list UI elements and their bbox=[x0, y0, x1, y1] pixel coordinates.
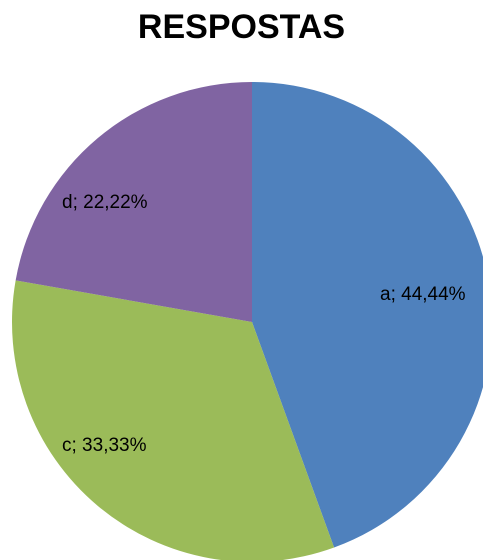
pie-slices bbox=[12, 82, 483, 560]
chart-title: RESPOSTAS bbox=[137, 8, 346, 46]
data-label-a: a; 44,44% bbox=[380, 284, 466, 305]
pie-slice-a bbox=[252, 82, 483, 548]
pie-slice-c bbox=[12, 280, 335, 560]
pie-labels: a; 44,44% c; 33,33% d; 22,22% bbox=[62, 192, 466, 456]
data-label-d: d; 22,22% bbox=[62, 192, 148, 213]
pie-slice-d bbox=[15, 82, 253, 322]
data-label-c: c; 33,33% bbox=[62, 435, 147, 456]
